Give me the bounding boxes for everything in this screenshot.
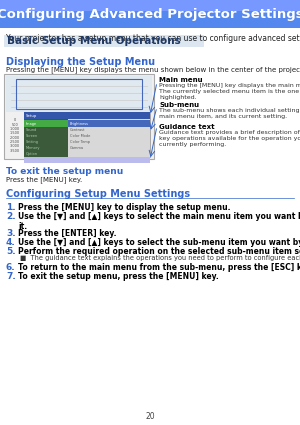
Text: Color Mode: Color Mode — [70, 134, 90, 139]
Text: The sub-menu shows each individual setting under each
main menu item, and its cu: The sub-menu shows each individual setti… — [159, 108, 300, 119]
Text: 1,500: 1,500 — [10, 131, 20, 136]
Text: Pressing the [MENU] key displays the main menu.
The currently selected menu item: Pressing the [MENU] key displays the mai… — [159, 83, 300, 100]
Text: 2.: 2. — [6, 212, 16, 221]
Text: Main menu: Main menu — [159, 77, 202, 83]
Text: Perform the required operation on the selected sub-menu item screen.: Perform the required operation on the se… — [18, 247, 300, 256]
Text: Image: Image — [26, 122, 37, 127]
Bar — [6, 76, 152, 113]
Text: Brightness: Brightness — [70, 122, 89, 127]
Text: Setup: Setup — [26, 114, 38, 118]
Text: 7.: 7. — [6, 272, 16, 281]
Text: 1.: 1. — [6, 203, 16, 212]
Bar — [24, 113, 150, 119]
Text: Configuring Setup Menu Settings: Configuring Setup Menu Settings — [6, 189, 190, 199]
Text: 20: 20 — [145, 412, 155, 421]
Text: Press the [ENTER] key.: Press the [ENTER] key. — [18, 229, 116, 238]
Text: 2,000: 2,000 — [10, 136, 20, 140]
Bar — [24, 113, 150, 157]
Text: Displaying the Setup Menu: Displaying the Setup Menu — [6, 57, 155, 67]
Text: Sub-menu: Sub-menu — [159, 102, 199, 108]
Text: Press the [MENU] key to display the setup menu.: Press the [MENU] key to display the setu… — [18, 203, 230, 212]
Bar — [24, 120, 68, 128]
Text: Gamma: Gamma — [70, 147, 84, 150]
Text: Use the [▼] and [▲] keys to select the sub-menu item you want by highlighting it: Use the [▼] and [▲] keys to select the s… — [18, 238, 300, 247]
Text: Sound: Sound — [26, 128, 37, 133]
Text: Use the [▼] and [▲] keys to select the main menu item you want by highlighting
i: Use the [▼] and [▲] keys to select the m… — [18, 212, 300, 231]
Bar — [24, 157, 150, 163]
Bar — [24, 119, 68, 157]
Bar — [4, 74, 154, 159]
Text: 3,500: 3,500 — [10, 149, 20, 153]
Text: Pressing the [MENU] key displays the menu shown below in the center of the proje: Pressing the [MENU] key displays the men… — [6, 66, 300, 73]
Text: Setting: Setting — [26, 140, 39, 144]
Text: 2,500: 2,500 — [10, 140, 20, 144]
Text: 1,000: 1,000 — [10, 127, 20, 131]
Bar — [16, 79, 142, 110]
Text: 500: 500 — [12, 123, 18, 127]
Bar — [0, 0, 300, 11]
Bar — [68, 119, 150, 157]
Text: Basic Setup Menu Operations: Basic Setup Menu Operations — [7, 36, 181, 46]
Text: Configuring Advanced Projector Settings: Configuring Advanced Projector Settings — [0, 8, 300, 20]
Text: 0: 0 — [14, 119, 16, 122]
Text: To exit the setup menu: To exit the setup menu — [6, 167, 123, 176]
Bar — [0, 0, 300, 28]
Bar — [68, 120, 150, 128]
Text: Screen: Screen — [26, 134, 38, 139]
Text: Press the [MENU] key.: Press the [MENU] key. — [6, 176, 82, 183]
Text: 3,000: 3,000 — [10, 144, 20, 148]
Text: To return to the main menu from the sub-menu, press the [ESC] key.: To return to the main menu from the sub-… — [18, 263, 300, 272]
Bar — [4, 35, 204, 47]
Text: Guidance text provides a brief description of the main
key operations available : Guidance text provides a brief descripti… — [159, 130, 300, 147]
Text: Option: Option — [26, 153, 38, 156]
Text: ■  The guidance text explains the operations you need to perform to configure ea: ■ The guidance text explains the operati… — [20, 255, 300, 261]
Text: To exit the setup menu, press the [MENU] key.: To exit the setup menu, press the [MENU]… — [18, 272, 219, 281]
Text: Color Temp: Color Temp — [70, 140, 90, 144]
Text: 3.: 3. — [6, 229, 16, 238]
Text: 6.: 6. — [6, 263, 16, 272]
Text: Contrast: Contrast — [70, 128, 85, 133]
Text: Memory: Memory — [26, 147, 40, 150]
Text: 4.: 4. — [6, 238, 16, 247]
Text: Guidance text: Guidance text — [159, 124, 214, 130]
Text: 5.: 5. — [6, 247, 16, 256]
Text: Your projector has a setup menu that you can use to configure advanced settings.: Your projector has a setup menu that you… — [6, 34, 300, 43]
